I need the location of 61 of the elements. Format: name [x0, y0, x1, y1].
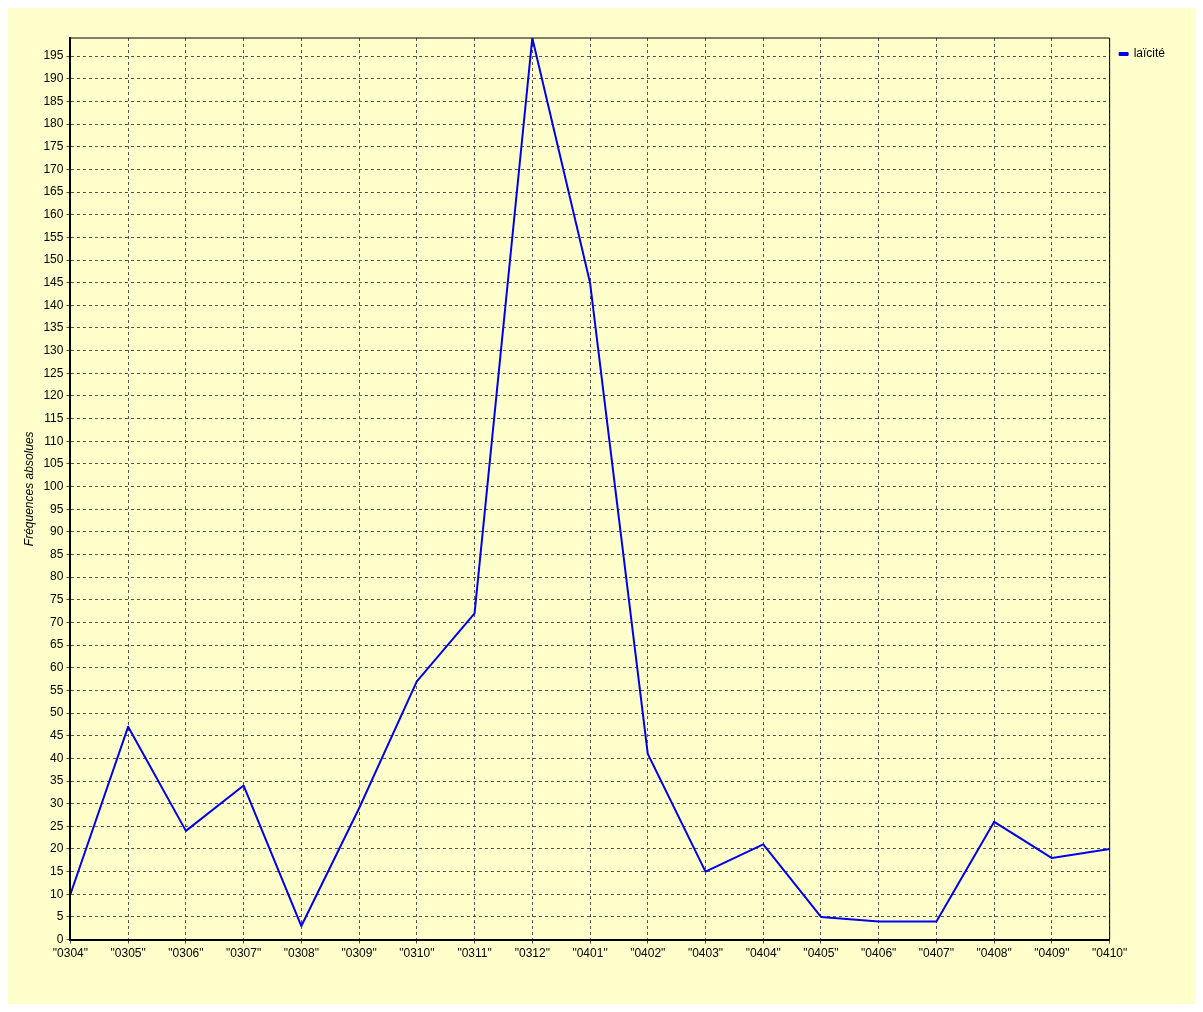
x-tick-label: "0309" — [341, 946, 377, 961]
y-tick-label: 100 — [43, 478, 64, 493]
y-tick-label: 30 — [50, 795, 64, 810]
y-tick-label: 155 — [43, 229, 64, 244]
x-tick-label: "0405" — [803, 946, 839, 961]
x-tick-label: "0407" — [918, 946, 955, 961]
y-tick-label: 10 — [50, 886, 64, 901]
x-tick-label: "0403" — [687, 946, 724, 961]
y-tick-label: 135 — [43, 320, 64, 335]
y-tick-label: 0 — [56, 931, 64, 946]
y-axis-title: Fréquences absolues — [21, 431, 36, 547]
y-tick-label: 110 — [44, 433, 64, 448]
y-tick-label: 55 — [50, 682, 64, 697]
x-tick-label: "0408" — [976, 946, 1012, 961]
x-tick-label: "0409" — [1034, 946, 1070, 961]
y-tick-label: 160 — [43, 207, 64, 222]
y-tick-label: 35 — [50, 773, 64, 788]
y-tick-label: 90 — [50, 524, 64, 539]
x-tick-label: "0406" — [861, 946, 897, 961]
y-tick-label: 25 — [50, 818, 64, 833]
y-tick-label: 150 — [43, 252, 64, 267]
x-tick-label: "0308" — [283, 946, 319, 961]
y-tick-label: 190 — [43, 71, 64, 86]
y-tick-label: 145 — [43, 274, 64, 289]
y-tick-label: 95 — [50, 501, 64, 516]
x-tick-label: "0310" — [399, 946, 435, 961]
y-tick-label: 20 — [50, 841, 64, 856]
y-tick-label: 170 — [43, 161, 64, 176]
y-tick-label: 115 — [44, 410, 64, 425]
y-tick-label: 85 — [50, 546, 64, 561]
y-tick-label: 165 — [43, 184, 64, 199]
x-tick-label: "0306" — [168, 946, 204, 961]
y-tick-label: 120 — [43, 388, 64, 403]
y-tick-label: 40 — [50, 750, 64, 765]
y-tick-label: 75 — [50, 592, 64, 607]
y-tick-label: 175 — [43, 139, 64, 154]
y-tick-label: 195 — [43, 48, 64, 63]
x-tick-label: "0402" — [630, 946, 666, 961]
y-tick-label: 60 — [50, 660, 64, 675]
y-tick-label: 105 — [43, 456, 64, 471]
x-tick-label: "0311" — [457, 946, 492, 961]
y-tick-label: 45 — [50, 728, 64, 743]
y-tick-label: 185 — [43, 93, 64, 108]
y-tick-label: 70 — [50, 614, 64, 629]
x-tick-label: "0312" — [514, 946, 550, 961]
legend-label: laïcité — [1133, 46, 1166, 61]
x-tick-label: "0401" — [572, 946, 608, 961]
y-tick-label: 180 — [43, 116, 64, 131]
y-tick-label: 125 — [43, 365, 64, 380]
y-tick-label: 140 — [43, 297, 64, 312]
y-tick-label: 65 — [50, 637, 64, 652]
x-tick-label: "0404" — [745, 946, 781, 961]
y-tick-label: 15 — [50, 863, 64, 878]
x-tick-label: "0307" — [226, 946, 262, 961]
y-tick-label: 5 — [56, 909, 64, 924]
y-tick-label: 50 — [50, 705, 64, 720]
y-tick-label: 130 — [43, 342, 64, 357]
y-tick-label: 80 — [50, 569, 64, 584]
x-tick-label: "0304" — [52, 946, 89, 961]
x-tick-label: "0305" — [110, 946, 146, 961]
x-tick-label: "0410" — [1092, 946, 1128, 961]
